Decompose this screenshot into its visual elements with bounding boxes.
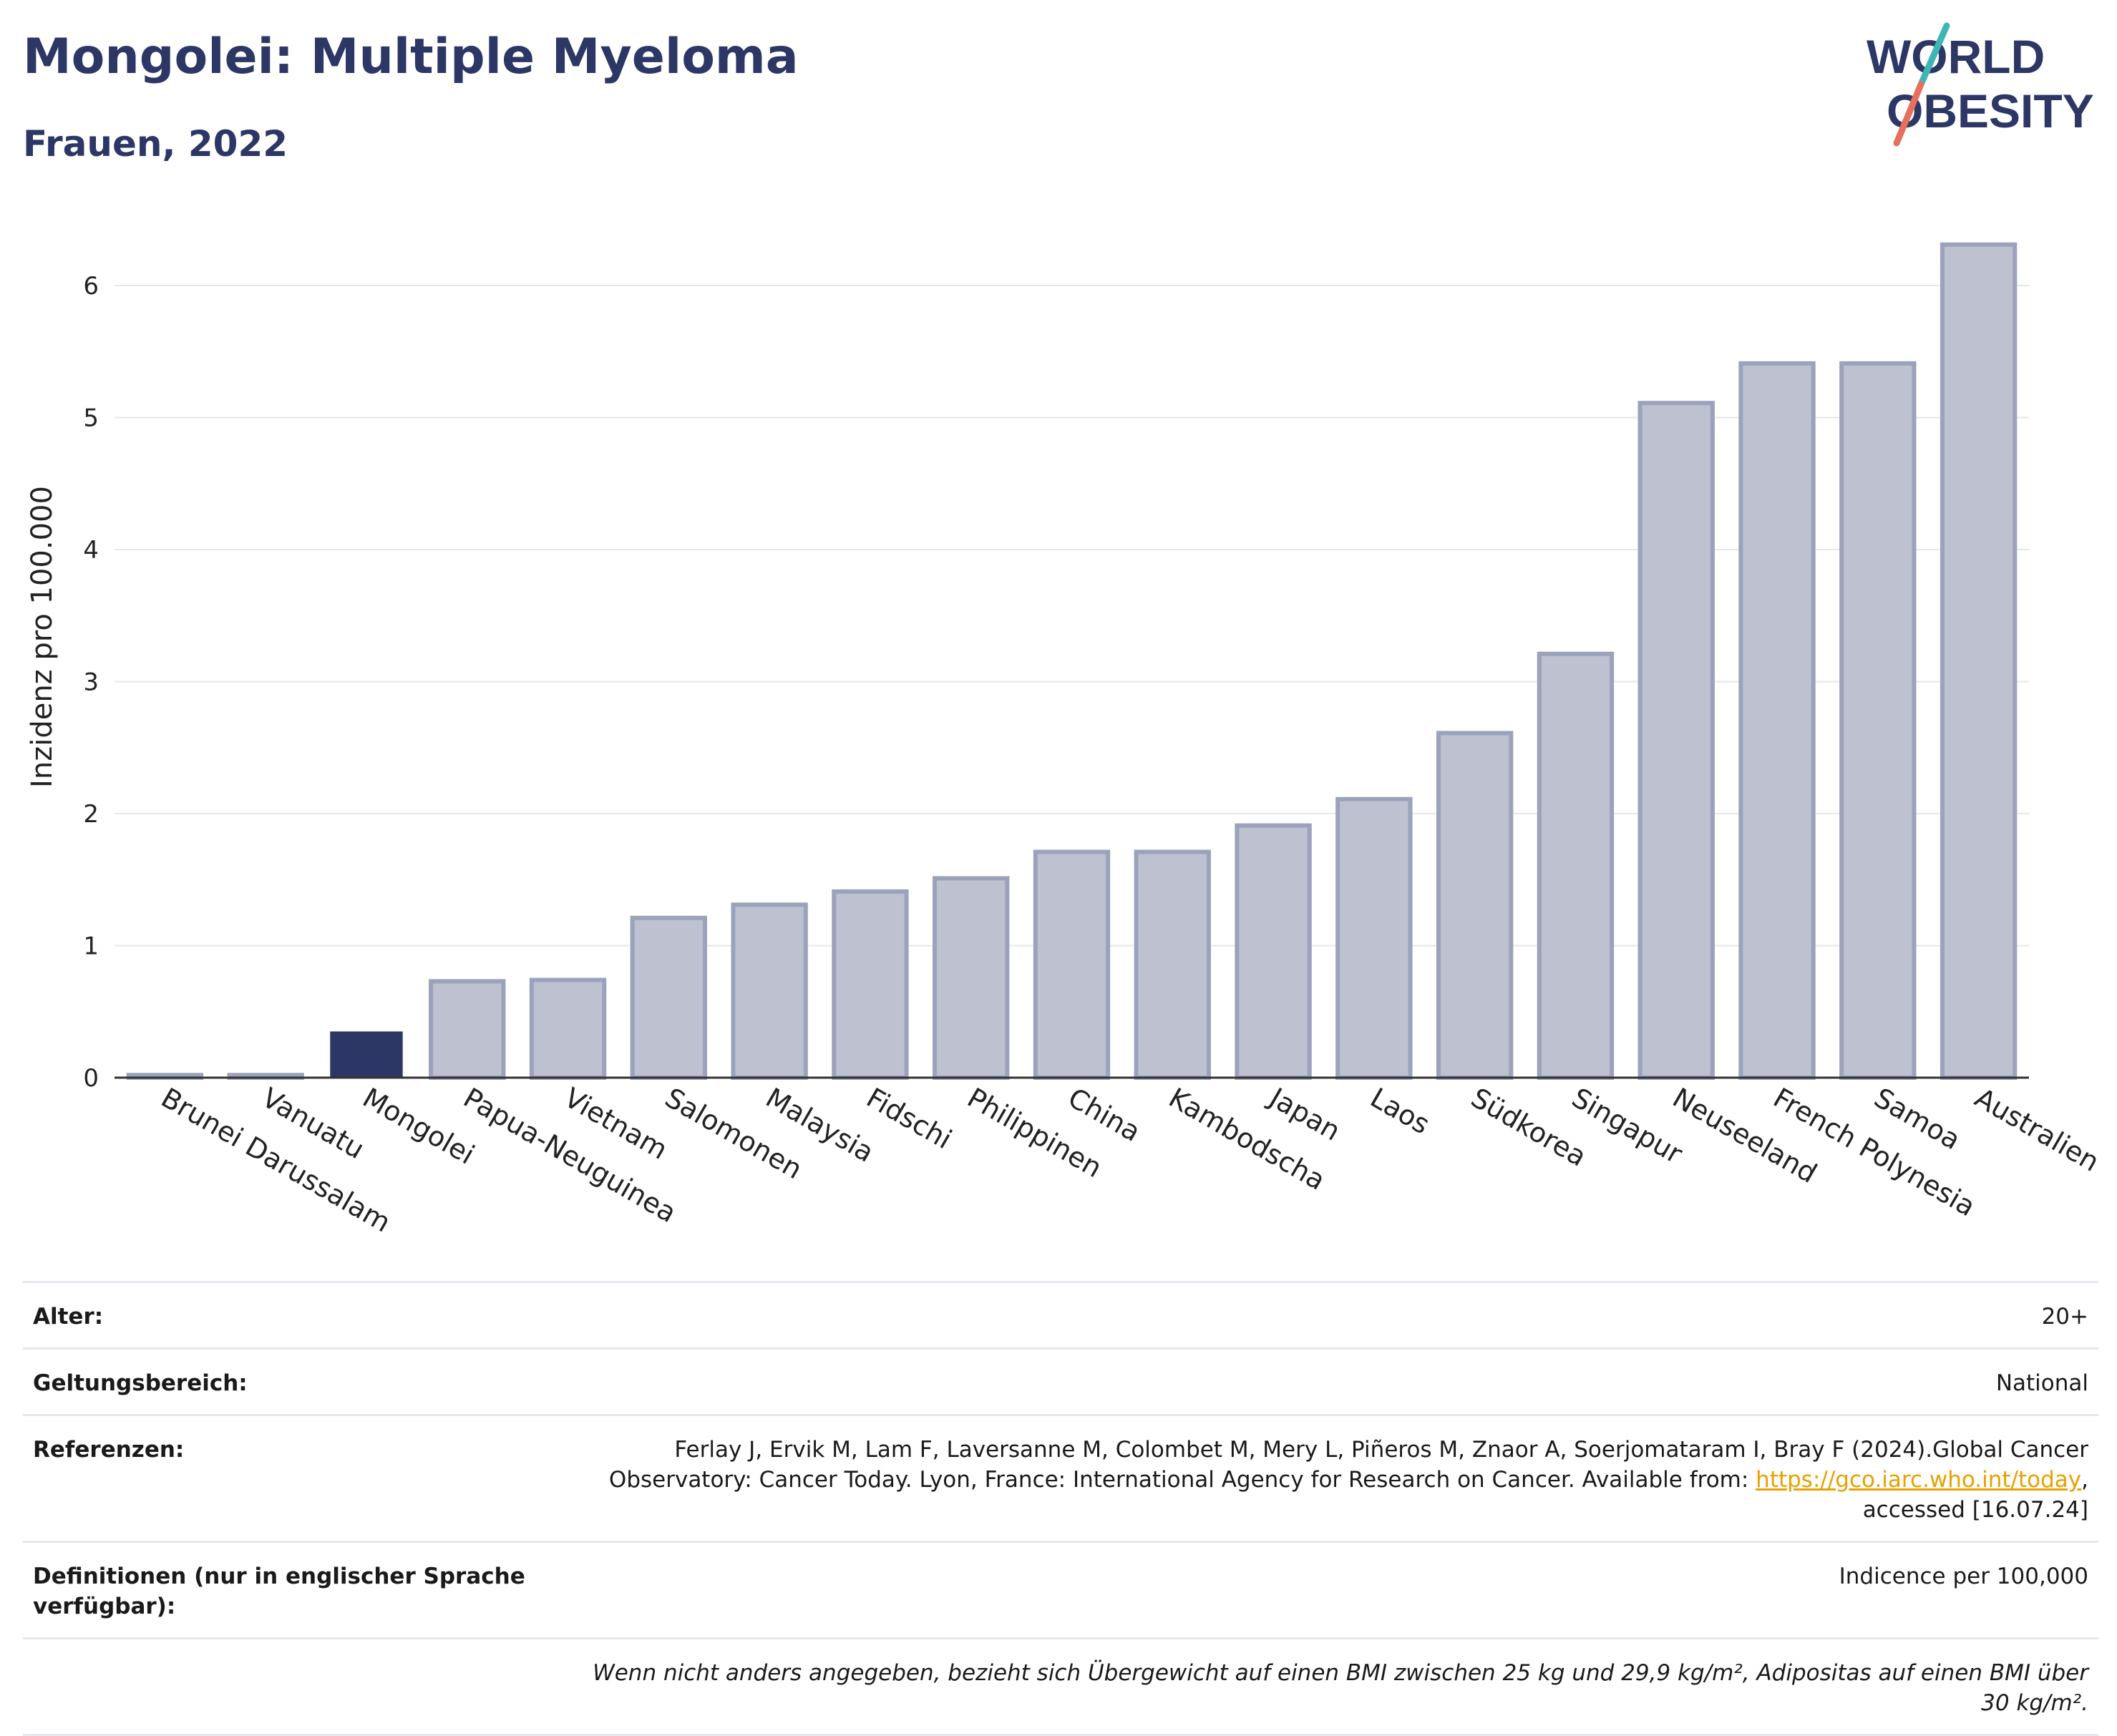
chart-subtitle: Frauen, 2022	[23, 123, 288, 165]
info-row-scope: Geltungsbereich: National	[23, 1347, 2098, 1414]
info-row-references: Referenzen: Ferlay J, Ervik M, Lam F, La…	[23, 1414, 2098, 1541]
y-tick-label: 4	[83, 536, 99, 565]
bar-malaysia	[731, 902, 808, 1081]
bar-chart: 0 1 2 3 4 5 6 Brunei DarussalamVanuatuMongolei…	[26, 242, 2105, 1239]
bar-singapur	[1537, 651, 1615, 1080]
scope-value: National	[1995, 1370, 2088, 1396]
logo-line2: OBESITY	[1887, 84, 2094, 137]
bar-japan	[1235, 823, 1312, 1080]
world-obesity-logo: WORLD OBESITY	[1867, 22, 2094, 147]
x-tick-label: Südkorea	[1466, 1082, 1592, 1173]
bar-french-polynesia	[1738, 361, 1816, 1081]
chart-bars	[126, 242, 2018, 1081]
y-tick-label: 1	[83, 932, 99, 961]
bar-salomonen	[630, 915, 708, 1080]
chart-title: Mongolei: Multiple Myeloma	[23, 29, 799, 85]
age-value: 20+	[2041, 1304, 2088, 1330]
bar-papua-neuguinea	[429, 979, 506, 1080]
logo-line1: WORLD	[1867, 30, 2045, 83]
references-link[interactable]: https://gco.iarc.who.int/today	[1756, 1467, 2082, 1493]
bar-laos	[1335, 796, 1413, 1080]
y-tick-label: 2	[83, 800, 99, 829]
bar-fidschi	[832, 889, 909, 1080]
references-value: Ferlay J, Ervik M, Lam F, Laversanne M, …	[571, 1435, 2088, 1525]
scope-label: Geltungsbereich:	[33, 1370, 248, 1396]
info-row-age: Alter: 20+	[23, 1281, 2098, 1347]
logo-slash-top	[1917, 22, 1950, 88]
bar-samoa	[1839, 361, 1917, 1081]
logo-slash-bottom	[1893, 81, 1924, 147]
info-row-note: Wenn nicht anders angegeben, bezieht sic…	[23, 1637, 2098, 1736]
bar-china	[1033, 849, 1111, 1080]
bar-mongolei	[330, 1031, 403, 1078]
y-tick-label: 6	[83, 272, 99, 301]
definitions-label: Definitionen (nur in englischer Sprache …	[33, 1564, 525, 1619]
x-tick-label: Laos	[1365, 1082, 1435, 1141]
bar-australien	[1940, 242, 2018, 1080]
y-axis-label: Inzidenz pro 100.000	[26, 486, 59, 788]
references-label: Referenzen:	[33, 1437, 185, 1463]
x-tick-label: Australien	[1970, 1082, 2105, 1178]
age-label: Alter:	[33, 1304, 104, 1330]
references-accessed: , accessed [16.07.24]	[1862, 1467, 2088, 1523]
y-tick-label: 5	[83, 404, 99, 433]
info-table: Alter: 20+ Geltungsbereich: National Ref…	[23, 1281, 2098, 1736]
x-tick-label: Mongolei	[357, 1082, 480, 1171]
info-row-definitions: Definitionen (nur in englischer Sprache …	[23, 1541, 2098, 1637]
x-axis-ticks: Brunei DarussalamVanuatuMongoleiPapua-Ne…	[156, 1081, 2105, 1239]
bar-philippinen	[933, 876, 1010, 1081]
references-text: Ferlay J, Ervik M, Lam F, Laversanne M, …	[608, 1437, 2088, 1493]
y-tick-label: 3	[83, 668, 99, 697]
bar-s-dkorea	[1436, 731, 1514, 1080]
bar-vietnam	[529, 977, 607, 1080]
bar-kambodscha	[1134, 849, 1211, 1080]
definitions-value: Indicence per 100,000	[1839, 1564, 2088, 1589]
bar-neuseeland	[1637, 401, 1715, 1080]
y-tick-label: 0	[83, 1064, 99, 1093]
footnote: Wenn nicht anders angegeben, bezieht sic…	[593, 1660, 2088, 1716]
y-axis-ticks: 0 1 2 3 4 5 6	[83, 272, 99, 1093]
